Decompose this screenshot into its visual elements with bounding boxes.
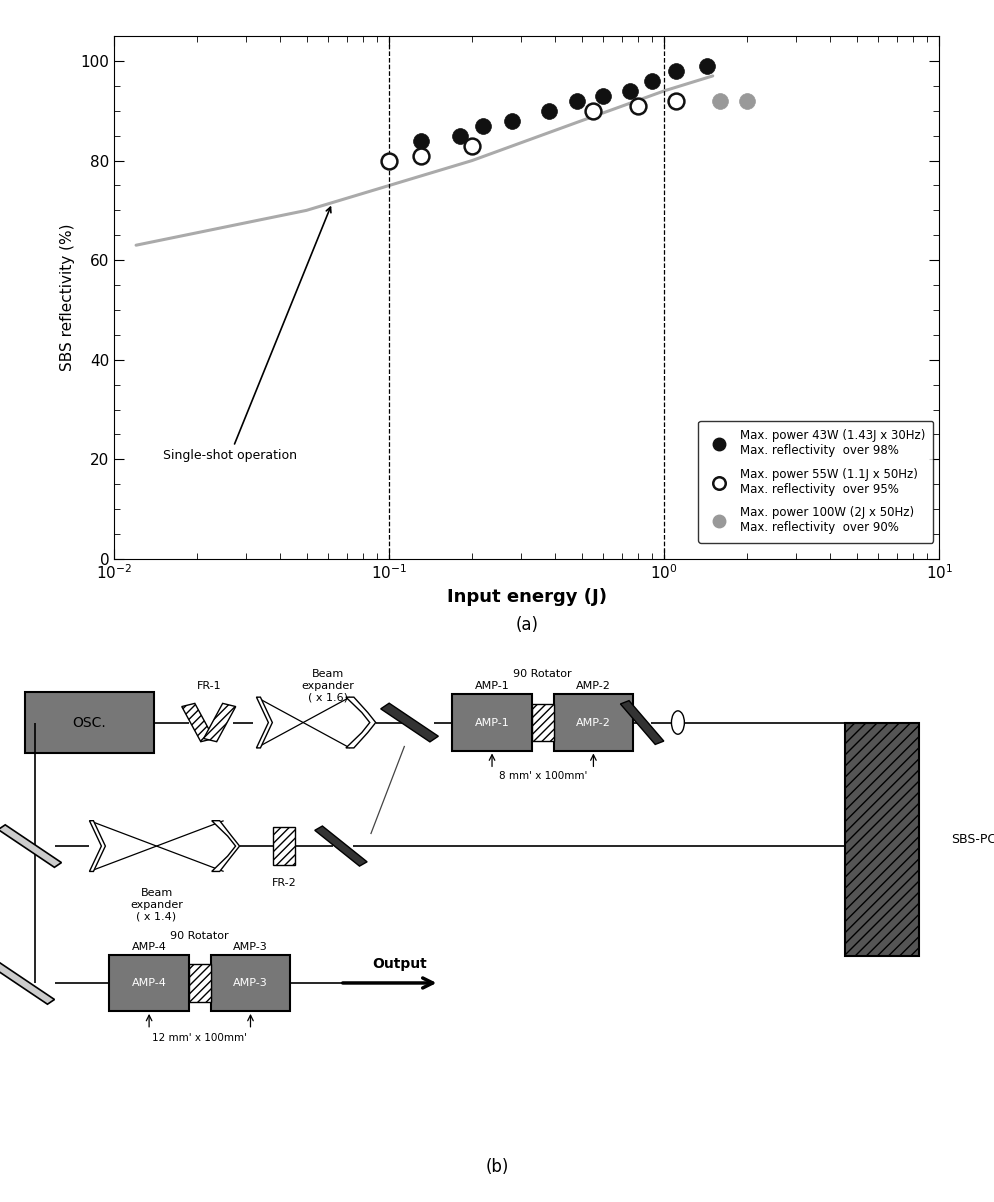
Point <box>569 91 584 111</box>
Bar <box>0 962 55 1004</box>
Point <box>668 91 684 111</box>
Text: OSC.: OSC. <box>73 715 106 730</box>
Bar <box>845 722 919 957</box>
Text: FR-1: FR-1 <box>197 680 221 691</box>
Point <box>595 87 611 106</box>
Point <box>475 117 491 136</box>
Text: 12 mm' x 100mm': 12 mm' x 100mm' <box>152 1033 248 1042</box>
Text: Beam: Beam <box>140 888 173 898</box>
Polygon shape <box>256 697 272 748</box>
Bar <box>620 701 664 744</box>
Bar <box>182 703 214 742</box>
Point <box>630 96 646 115</box>
Point <box>668 61 684 81</box>
Text: AMP-4: AMP-4 <box>131 978 167 988</box>
X-axis label: Input energy (J): Input energy (J) <box>447 588 606 606</box>
Bar <box>381 703 438 742</box>
Text: AMP-4: AMP-4 <box>131 942 167 952</box>
Point <box>464 136 480 155</box>
Bar <box>554 695 633 750</box>
Text: ( x 1.4): ( x 1.4) <box>136 912 177 922</box>
Point <box>644 71 660 90</box>
Text: expander: expander <box>301 680 355 691</box>
Point <box>585 101 601 120</box>
Bar <box>452 695 532 750</box>
Text: FR-2: FR-2 <box>272 877 296 888</box>
Bar <box>204 703 236 742</box>
Text: (b): (b) <box>485 1158 509 1176</box>
Point <box>451 126 467 145</box>
Bar <box>109 954 189 1011</box>
Bar <box>211 954 290 1011</box>
Text: Output: Output <box>372 957 427 971</box>
Text: AMP-2: AMP-2 <box>576 718 611 727</box>
Text: 90 Rotator: 90 Rotator <box>514 670 572 679</box>
Point <box>740 91 755 111</box>
Bar <box>189 964 211 1001</box>
Point <box>699 56 715 76</box>
Polygon shape <box>89 821 105 871</box>
Text: ( x 1.6): ( x 1.6) <box>308 692 348 702</box>
Point <box>713 91 729 111</box>
Polygon shape <box>212 821 240 871</box>
Bar <box>25 692 154 752</box>
Text: expander: expander <box>130 900 183 910</box>
Text: Single-shot operation: Single-shot operation <box>163 207 331 463</box>
Text: (a): (a) <box>515 617 539 635</box>
Text: AMP-2: AMP-2 <box>576 680 611 691</box>
Text: 8 mm' x 100mm': 8 mm' x 100mm' <box>499 770 586 781</box>
Bar <box>532 704 554 742</box>
Point <box>413 131 428 150</box>
Y-axis label: SBS reflectivity (%): SBS reflectivity (%) <box>60 224 75 371</box>
Legend: Max. power 43W (1.43J x 30Hz)
Max. reflectivity  over 98%, Max. power 55W (1.1J : Max. power 43W (1.43J x 30Hz) Max. refle… <box>699 421 933 542</box>
Ellipse shape <box>672 710 685 734</box>
Text: AMP-3: AMP-3 <box>234 942 267 952</box>
Bar <box>273 827 295 864</box>
Text: Beam: Beam <box>312 670 344 679</box>
Bar <box>315 826 367 867</box>
Point <box>622 82 638 101</box>
Point <box>382 151 398 171</box>
Text: SBS-PCM: SBS-PCM <box>951 833 994 846</box>
Text: AMP-3: AMP-3 <box>234 978 267 988</box>
Text: AMP-1: AMP-1 <box>475 680 509 691</box>
Point <box>504 111 520 130</box>
Point <box>541 101 557 120</box>
Point <box>413 145 428 165</box>
Polygon shape <box>346 697 376 748</box>
Bar <box>0 825 62 868</box>
Text: AMP-1: AMP-1 <box>475 718 509 727</box>
Text: 90 Rotator: 90 Rotator <box>171 932 229 941</box>
